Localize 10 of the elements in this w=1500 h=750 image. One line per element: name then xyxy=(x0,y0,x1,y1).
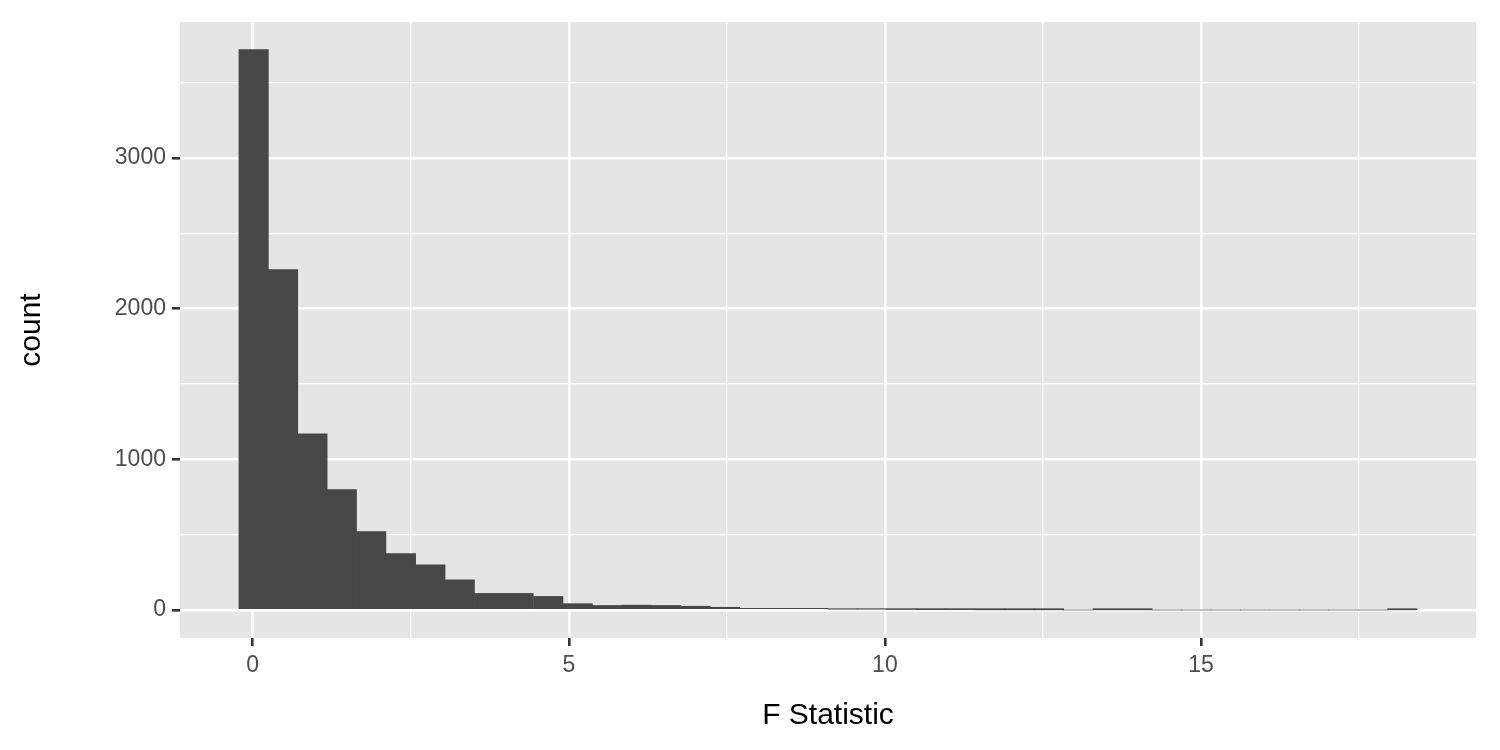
y-tick-label: 2000 xyxy=(114,294,166,321)
x-tick-label: 5 xyxy=(562,651,576,678)
x-tick-label: 10 xyxy=(872,651,898,678)
y-tick-label: 1000 xyxy=(114,444,166,471)
y-tick-label: 3000 xyxy=(114,143,166,170)
y-tick-label: 0 xyxy=(153,595,166,622)
x-tick-label: 0 xyxy=(246,651,260,678)
x-tick-label: 15 xyxy=(1188,651,1214,678)
x-axis-title: F Statistic xyxy=(762,697,894,731)
y-axis-title: count xyxy=(13,292,47,367)
